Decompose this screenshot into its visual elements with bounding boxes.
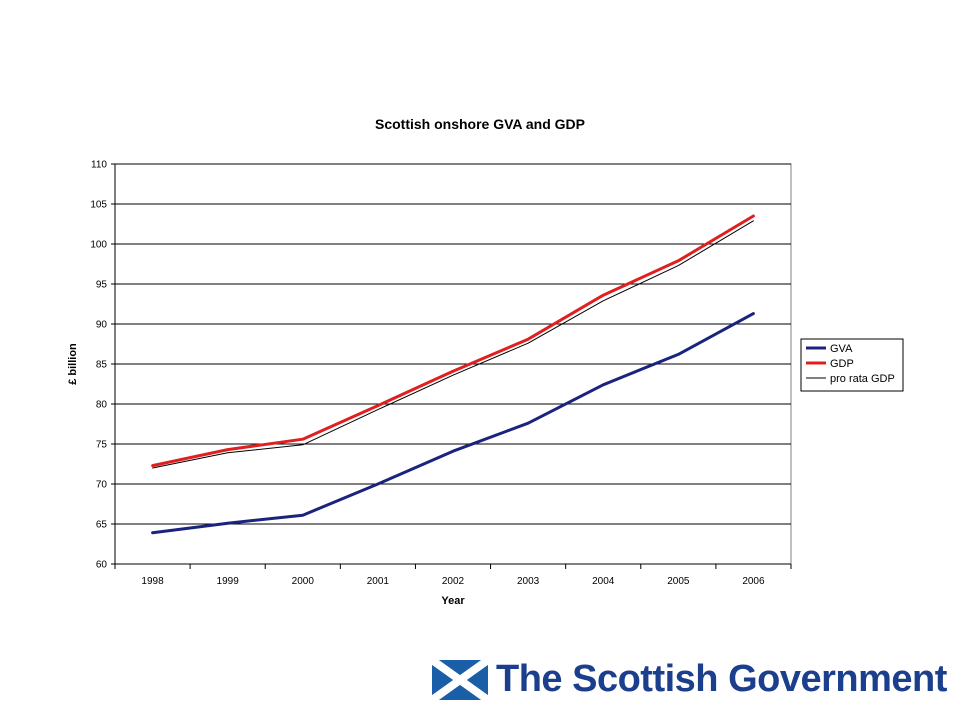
x-axis-ticks: 1998 1999 2000 2001 2002 2003 2004 2005 2006 [114,563,792,587]
y-tick-label: 70 [96,480,108,491]
y-tick-label: 75 [96,440,108,451]
x-tick-label: 2004 [592,576,615,587]
series-line-pro-rata-gdp [152,220,754,469]
x-tick-label: 2002 [442,576,465,587]
series-line-gdp [151,214,755,468]
x-tick-label: 2000 [292,576,315,587]
x-tick-label: 1998 [141,576,164,587]
x-tick-label: 2003 [517,576,540,587]
y-tick-label: 90 [96,320,108,331]
y-axis-ticks: 60 65 70 75 80 85 90 95 100 105 110 [90,160,116,571]
x-tick-label: 1999 [217,576,240,587]
legend: GVA GDP pro rata GDP [800,338,904,392]
y-axis-title: £ billion [67,343,79,385]
y-tick-label: 95 [96,280,108,291]
brand-name: The Scottish Government [496,658,947,700]
y-tick-label: 110 [91,160,107,171]
x-tick-label: 2005 [667,576,690,587]
legend-label: GDP [830,358,854,370]
chart-title: Scottish onshore GVA and GDP [375,116,585,132]
x-tick-label: 2001 [367,576,390,587]
saltire-flag-icon [432,660,488,700]
y-tick-label: 65 [96,520,108,531]
legend-label: pro rata GDP [830,373,895,385]
legend-label: GVA [830,343,853,355]
y-tick-label: 85 [96,360,108,371]
series-lines [151,214,755,535]
y-tick-label: 100 [90,240,107,251]
y-tick-label: 80 [96,400,108,411]
x-tick-label: 2006 [742,576,765,587]
y-tick-label: 60 [96,560,108,571]
series-line-gva [151,312,755,535]
scottish-government-logo: The Scottish Government [432,658,947,702]
y-tick-label: 105 [90,200,107,211]
line-chart: Scottish onshore GVA and GDP 60 65 70 75 80 8… [67,116,904,607]
x-axis-title: Year [441,595,465,607]
